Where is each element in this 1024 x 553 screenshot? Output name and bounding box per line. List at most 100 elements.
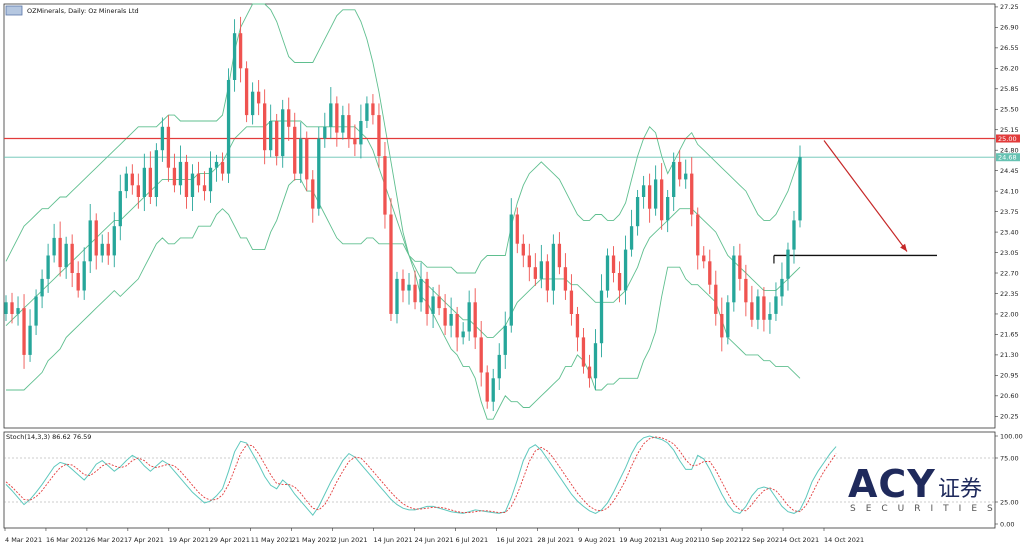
candle (329, 103, 333, 127)
candle (383, 156, 387, 215)
price-tick-label: 23.05 (1000, 249, 1019, 257)
candle (136, 185, 140, 197)
candle (269, 121, 273, 151)
candle (473, 302, 477, 338)
candle (178, 161, 183, 186)
candle (244, 68, 249, 116)
candle (58, 237, 62, 268)
candle (653, 179, 658, 209)
candle (515, 214, 519, 244)
price-tick-label: 22.00 (1000, 310, 1019, 318)
candle (16, 308, 20, 314)
candlestick-series (4, 16, 802, 412)
candle (641, 185, 646, 197)
resistance-price-tag-bg (996, 134, 1020, 143)
candle (431, 296, 435, 314)
candle (238, 33, 243, 69)
watermark-sub: SECURITIES (850, 504, 1003, 514)
candle (798, 157, 802, 221)
candle (293, 126, 297, 174)
acy-watermark: ACY 证券 SECURITIES (848, 462, 1003, 514)
time-tick-label: 2 Jun 2021 (333, 536, 368, 544)
candle (461, 331, 465, 338)
candle (413, 284, 417, 303)
candle (389, 214, 393, 314)
candle (750, 302, 754, 320)
candle (455, 314, 459, 338)
candle (635, 197, 640, 227)
candle (726, 302, 730, 338)
price-tick-label: 25.50 (1000, 106, 1019, 114)
time-tick-label: 9 Aug 2021 (578, 536, 616, 544)
price-tick-label: 26.90 (1000, 24, 1019, 32)
candle (768, 314, 772, 320)
candle (82, 261, 86, 291)
candle (70, 243, 74, 273)
candle (786, 249, 790, 279)
candle (4, 302, 8, 314)
candle (341, 115, 345, 133)
candle (678, 161, 682, 180)
candle (52, 237, 56, 256)
stoch-signal-line (5, 436, 837, 514)
price-tick-label: 22.70 (1000, 269, 1019, 277)
candle (311, 179, 315, 209)
candle (365, 103, 369, 121)
candle (184, 161, 189, 197)
axes: 27.25 26.90 26.55 26.20 25.85 25.50 25.15 24.80… (4, 3, 1023, 544)
time-tick-label: 16 Mar 2021 (46, 536, 87, 544)
bollinger-middle-line (5, 120, 801, 338)
time-tick-label: 26 Mar 2021 (87, 536, 128, 544)
stoch-tick-label: 0.00 (1000, 520, 1014, 528)
bollinger-lower-line (6, 178, 801, 420)
time-tick-label: 19 Apr 2021 (169, 536, 209, 544)
horizontal-lines (4, 137, 995, 264)
candle (275, 121, 279, 157)
candle (94, 220, 98, 256)
candle (377, 115, 381, 156)
price-tick-label: 23.75 (1000, 208, 1019, 216)
candle (208, 167, 213, 192)
candle (702, 255, 706, 262)
watermark-brand: ACY (848, 462, 936, 506)
symbol-title: OZMinerals, Daily: Oz Minerals Ltd (27, 7, 139, 15)
time-tick-label: 19 Aug 2021 (619, 536, 661, 544)
time-tick-label: 21 May 2021 (292, 536, 334, 544)
time-tick-label: 7 Apr 2021 (128, 536, 164, 544)
candle (491, 378, 495, 402)
time-tick-label: 14 Oct 2021 (824, 536, 864, 544)
time-tick-label: 6 Jul 2021 (455, 536, 488, 544)
candle (76, 273, 80, 291)
candle (575, 314, 580, 338)
candle (666, 197, 670, 221)
candle (359, 121, 363, 145)
candle (581, 337, 586, 367)
price-tick-label: 21.65 (1000, 331, 1019, 339)
candle (690, 173, 694, 215)
time-tick-label: 14 Jun 2021 (374, 536, 413, 544)
time-tick-label: 4 Mar 2021 (5, 536, 42, 544)
candle (521, 243, 525, 256)
candle (401, 278, 405, 291)
candle (569, 290, 574, 314)
time-tick-label: 22 Sep 2021 (742, 536, 783, 544)
candle (533, 267, 537, 279)
candle (629, 226, 634, 250)
candle (617, 273, 622, 291)
candle (744, 278, 748, 303)
candle (497, 354, 501, 379)
candle (623, 249, 628, 291)
candle (232, 33, 237, 80)
candle (28, 325, 32, 355)
candle (250, 91, 255, 116)
candle (202, 185, 207, 192)
resistance-price-tag: 25.00 (998, 135, 1017, 143)
candle (720, 314, 724, 338)
candle (323, 126, 327, 139)
candle (154, 150, 159, 197)
candle (214, 161, 219, 168)
candle (437, 296, 441, 309)
time-tick-label: 4 Oct 2021 (783, 536, 819, 544)
candle (106, 243, 110, 256)
